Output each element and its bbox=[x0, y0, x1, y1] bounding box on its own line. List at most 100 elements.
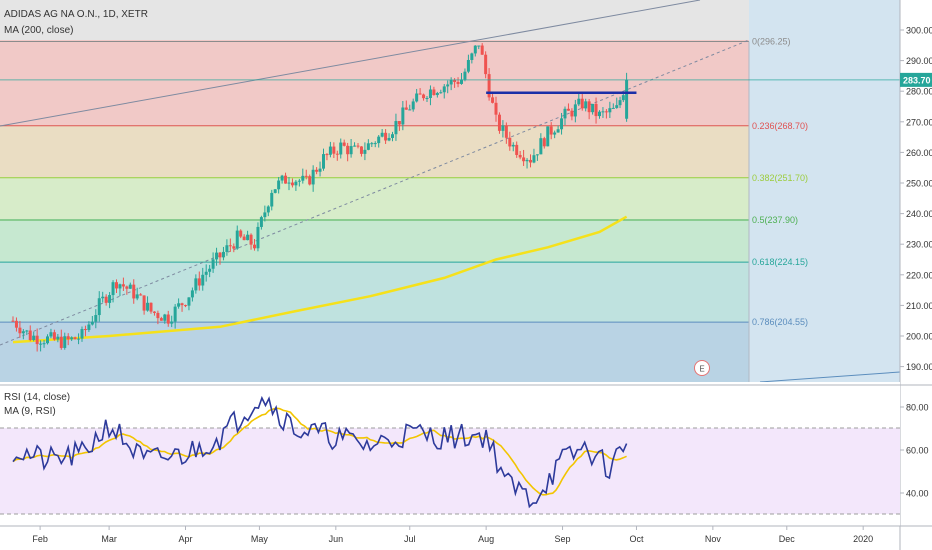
candle-body bbox=[242, 236, 246, 241]
trend-lower-line bbox=[759, 371, 901, 383]
candle-body bbox=[32, 335, 36, 341]
candle-body bbox=[591, 103, 595, 113]
rsi-ma-label[interactable]: MA (9, RSI) bbox=[4, 406, 56, 417]
candle-body bbox=[35, 335, 39, 345]
candle-body bbox=[308, 176, 312, 185]
candle-body bbox=[14, 320, 18, 328]
candle-body bbox=[577, 98, 581, 105]
candle-body bbox=[335, 153, 339, 155]
candle-body bbox=[177, 303, 181, 307]
candle-body bbox=[101, 296, 105, 299]
time-tick-label: Nov bbox=[705, 534, 722, 544]
price-tick-label: 190.00 bbox=[906, 362, 932, 372]
rsi-pane[interactable] bbox=[0, 388, 900, 526]
candle-body bbox=[94, 315, 98, 322]
candle-body bbox=[491, 97, 495, 103]
candle-body bbox=[87, 324, 91, 330]
symbol-title: ADIDAS AG NA O.N., 1D, XETR bbox=[4, 9, 148, 20]
candle-body bbox=[170, 321, 174, 324]
price-tick-label: 280.00 bbox=[906, 87, 932, 97]
earnings-event-marker[interactable]: E bbox=[694, 360, 710, 376]
candle-body bbox=[563, 108, 567, 119]
candle-body bbox=[573, 104, 577, 117]
candle-body bbox=[128, 284, 132, 289]
candle-body bbox=[511, 144, 515, 147]
candle-body bbox=[418, 93, 422, 95]
price-tick-label: 240.00 bbox=[906, 209, 932, 219]
candle-body bbox=[173, 306, 177, 322]
candle-body bbox=[466, 59, 470, 72]
candle-body bbox=[339, 142, 343, 155]
candle-body bbox=[63, 336, 67, 348]
candle-body bbox=[522, 157, 526, 162]
candle-body bbox=[52, 332, 56, 340]
candle-body bbox=[246, 234, 250, 241]
candle-body bbox=[287, 182, 291, 184]
candle-body bbox=[115, 282, 118, 289]
fib-level-label: 0.236(268.70) bbox=[752, 121, 808, 131]
candle-body bbox=[570, 110, 574, 117]
fib-level-label: 0.786(204.55) bbox=[752, 317, 808, 327]
ma-indicator-label[interactable]: MA (200, close) bbox=[4, 25, 73, 36]
candle-body bbox=[432, 89, 436, 96]
candle-body bbox=[560, 118, 564, 130]
candle-body bbox=[70, 337, 74, 340]
candle-body bbox=[290, 182, 294, 186]
candle-body bbox=[394, 121, 398, 135]
time-tick-label: Mar bbox=[101, 534, 117, 544]
candle-body bbox=[77, 338, 81, 340]
candle-body bbox=[508, 137, 512, 147]
price-tick-label: 200.00 bbox=[906, 332, 932, 342]
candle-body bbox=[152, 311, 156, 313]
candle-body bbox=[542, 138, 546, 147]
candle-body bbox=[235, 230, 239, 249]
earnings-event-letter: E bbox=[699, 365, 704, 374]
candle-body bbox=[411, 101, 415, 110]
candle-body bbox=[470, 53, 474, 60]
candle-body bbox=[415, 93, 419, 102]
candle-body bbox=[197, 278, 201, 286]
candle-body bbox=[256, 226, 260, 249]
candle-body bbox=[221, 251, 225, 258]
candle-body bbox=[535, 154, 539, 156]
candle-body bbox=[108, 295, 112, 303]
candle-body bbox=[80, 329, 84, 339]
candle-body bbox=[259, 217, 263, 227]
candle-body bbox=[446, 84, 450, 87]
candle-body bbox=[132, 284, 136, 299]
rsi-axis[interactable]: 80.00 60.00 40.00 bbox=[900, 403, 929, 499]
rsi-label[interactable]: RSI (14, close) bbox=[4, 392, 70, 403]
candle-body bbox=[263, 212, 267, 218]
price-tick-label: 270.00 bbox=[906, 117, 932, 127]
candle-body bbox=[453, 80, 457, 82]
price-tick-label: 290.00 bbox=[906, 56, 932, 66]
candle-body bbox=[546, 126, 550, 147]
candle-body bbox=[311, 169, 315, 185]
candle-body bbox=[580, 98, 584, 109]
price-axis[interactable]: 300.00 290.00 280.00 270.00 260.00 250.00 240.… bbox=[899, 0, 932, 550]
candle-body bbox=[208, 268, 212, 272]
candle-body bbox=[504, 125, 508, 138]
candle-body bbox=[90, 321, 94, 325]
candle-body bbox=[139, 294, 143, 296]
candle-body bbox=[529, 159, 532, 163]
candle-body bbox=[422, 94, 426, 99]
candle-body bbox=[366, 143, 370, 150]
candle-body bbox=[480, 45, 484, 55]
candle-body bbox=[463, 71, 467, 80]
price-tick-label: 250.00 bbox=[906, 179, 932, 189]
candle-body bbox=[201, 274, 205, 286]
trend-diagonal-line bbox=[0, 39, 750, 346]
candle-body bbox=[146, 302, 150, 311]
price-tick-label: 260.00 bbox=[906, 148, 932, 158]
candle-body bbox=[218, 252, 222, 258]
candle-body bbox=[618, 100, 622, 106]
candle-body bbox=[460, 79, 463, 84]
candle-body bbox=[270, 192, 274, 207]
candle-body bbox=[349, 146, 353, 155]
time-axis[interactable]: Feb Mar Apr May Jun Jul Aug Sep Oct Nov Dec 2020 bbox=[0, 525, 932, 544]
trend-channel bbox=[0, 0, 901, 383]
candle-body bbox=[380, 132, 384, 137]
candle-body bbox=[125, 286, 129, 289]
